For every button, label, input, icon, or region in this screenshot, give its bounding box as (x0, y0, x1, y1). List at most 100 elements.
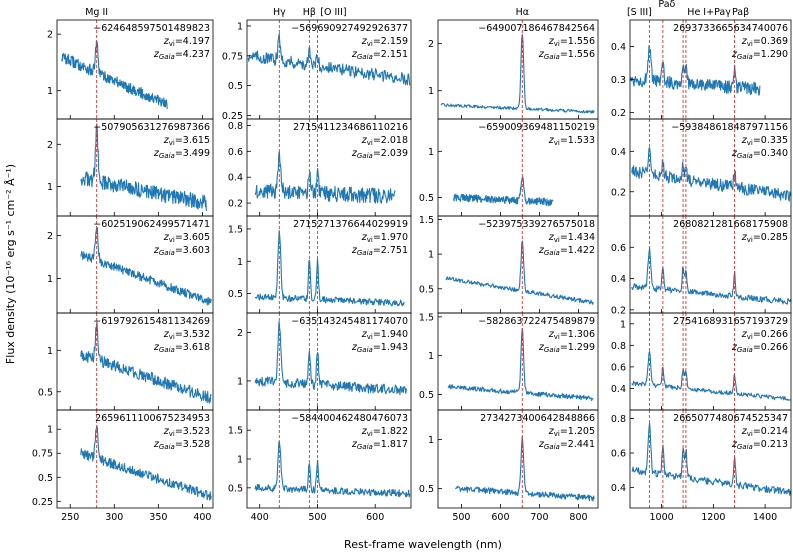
z-vi-c2-r4: zvi=1.205 (548, 426, 595, 438)
spectrum-c0-r1 (80, 123, 208, 212)
ytick-label-c0-r3-0: 0.5 (38, 387, 53, 398)
z-gaia-c0-r3: zGaia=3.618 (153, 342, 210, 354)
z-vi-c2-r3: zvi=1.306 (548, 329, 595, 341)
z-vi-c3-r4: zvi=0.214 (741, 426, 788, 438)
spectrum-c1-r2 (254, 230, 405, 307)
ytick-label-c2-r3-0: 0.5 (419, 390, 434, 401)
panel-frame-c2-r4 (437, 409, 599, 509)
panel-frame-c0-r4 (56, 409, 214, 509)
spectrum-c0-r3 (80, 321, 212, 404)
ytick-label-c1-r4-0: 0.5 (228, 483, 243, 494)
panel-frame-c3-r1 (629, 118, 792, 217)
ytick-label-c1-r3-1: 2 (237, 328, 243, 339)
spectrum-c2-r2 (445, 240, 594, 305)
z-gaia-c3-r1: zGaia=0.340 (731, 148, 788, 160)
z-vi-c3-r2: zvi=0.285 (741, 232, 788, 244)
ytick-label-c3-r3-2: 0.8 (611, 341, 626, 352)
y-axis-label: Flux density (10⁻¹⁶ erg s⁻¹ cm⁻² Å⁻¹) (4, 164, 17, 364)
xtick-label-c1-2: 600 (366, 512, 384, 523)
object-id-c0-r1: −507905631276987366 (93, 122, 210, 133)
object-id-c0-r2: −602519062499571471 (93, 219, 210, 230)
ytick-label-c3-r4-1: 0.6 (611, 448, 626, 459)
ytick-label-c1-r4-2: 1.5 (228, 426, 243, 437)
spectrum-c0-r0 (61, 40, 168, 109)
ytick-label-c0-r1-0: 1 (47, 182, 53, 193)
object-id-c3-r3: 2754168931657193729 (673, 316, 788, 327)
line-name-c3-2: He I+Paγ (687, 7, 731, 18)
ytick-label-c3-r0-2: 0.4 (611, 42, 626, 53)
ytick-label-c3-r0-0: 0.2 (611, 108, 626, 119)
spectrum-c2-r1 (453, 176, 554, 207)
ytick-label-c3-r1-0: 0.2 (611, 187, 626, 198)
spectrum-c3-r3 (631, 351, 792, 401)
spectrum-c3-r4 (631, 422, 792, 496)
panel-frame-c3-r4 (629, 409, 792, 509)
ytick-label-c2-r2-1: 1 (428, 250, 434, 261)
z-gaia-c1-r2: zGaia=2.751 (351, 245, 408, 257)
z-gaia-c2-r4: zGaia=2.441 (538, 439, 595, 451)
z-vi-c2-r2: zvi=1.434 (548, 232, 595, 244)
object-id-c1-r1: 2715411234686110216 (293, 122, 408, 133)
line-name-c0-0: Mg II (85, 7, 108, 18)
z-vi-c0-r1: zvi=3.615 (163, 135, 210, 147)
z-vi-c3-r3: zvi=0.266 (741, 329, 788, 341)
z-vi-c0-r4: zvi=3.523 (163, 426, 210, 438)
object-id-c1-r4: −584400462480476073 (291, 413, 408, 424)
ytick-label-c0-r4-2: 0.75 (32, 449, 53, 460)
z-gaia-c1-r0: zGaia=2.151 (351, 49, 408, 61)
ytick-label-c2-r3-2: 1.5 (419, 312, 434, 323)
z-vi-c2-r1: zvi=1.533 (548, 135, 595, 147)
xtick-label-c3-1: 1200 (701, 512, 725, 523)
object-id-c0-r3: −619792615481134269 (93, 316, 210, 327)
ytick-label-c2-r1-1: 1 (428, 147, 434, 158)
ytick-label-c0-r4-0: 0.25 (32, 497, 53, 508)
z-vi-c0-r2: zvi=3.605 (163, 232, 210, 244)
xtick-label-c0-0: 250 (61, 512, 79, 523)
object-id-c2-r0: −649007186467842564 (478, 23, 595, 34)
z-gaia-c0-r2: zGaia=3.603 (153, 245, 210, 257)
object-id-c2-r3: −582863722475489879 (478, 316, 595, 327)
ytick-label-c0-r1-1: 2 (47, 140, 53, 151)
z-vi-c1-r2: zvi=1.970 (361, 232, 408, 244)
z-gaia-c1-r4: zGaia=1.817 (351, 439, 408, 451)
line-name-c2-0: Hα (516, 7, 529, 18)
object-id-c3-r0: 2693733665634740076 (673, 23, 788, 34)
xtick-label-c3-2: 1400 (753, 512, 777, 523)
object-id-c3-r4: 2665077480674525347 (673, 413, 788, 424)
panel-frame-c2-r3 (437, 312, 599, 411)
ytick-label-c3-r2-1: 0.4 (611, 274, 626, 285)
object-id-c1-r2: 2715271376644029919 (293, 219, 408, 230)
z-vi-c2-r0: zvi=1.556 (548, 36, 595, 48)
z-vi-c1-r1: zvi=2.018 (361, 135, 408, 147)
ytick-label-c3-r3-3: 1 (620, 319, 626, 330)
ytick-label-c2-r2-0: 0.5 (419, 284, 434, 295)
ytick-label-c1-r1-3: 0.8 (228, 121, 243, 132)
ytick-label-c2-r2-2: 1.5 (419, 215, 434, 226)
object-id-c2-r1: −659009369481150219 (478, 122, 595, 133)
ytick-label-c1-r0-3: 1 (237, 21, 243, 32)
xtick-label-c2-2: 700 (530, 512, 548, 523)
z-gaia-c2-r2: zGaia=1.422 (538, 245, 595, 257)
ytick-label-c1-r1-1: 0.4 (228, 173, 243, 184)
object-id-c0-r0: −624648597501489823 (93, 23, 210, 34)
z-gaia-c1-r3: zGaia=1.943 (351, 342, 408, 354)
ytick-label-c0-r3-1: 1 (47, 346, 53, 357)
z-gaia-c3-r0: zGaia=1.290 (731, 49, 788, 61)
xtick-label-c1-1: 500 (308, 512, 326, 523)
z-vi-c3-r1: zvi=0.335 (741, 135, 788, 147)
ytick-label-c1-r2-2: 1.5 (228, 224, 243, 235)
ytick-label-c1-r2-1: 1 (237, 257, 243, 268)
ytick-label-c1-r4-1: 1 (237, 455, 243, 466)
ytick-label-c1-r1-2: 0.6 (228, 147, 243, 158)
z-vi-c0-r3: zvi=3.532 (163, 329, 210, 341)
ytick-label-c1-r3-0: 1 (237, 376, 243, 387)
object-id-c0-r4: 2659611100675234953 (95, 413, 210, 424)
x-axis-label: Rest-frame wavelength (nm) (344, 538, 502, 551)
line-name-c1-1: Hβ (303, 7, 316, 18)
line-name-c1-0: Hγ (273, 7, 286, 18)
ytick-label-c3-r3-0: 0.4 (611, 384, 626, 395)
ytick-label-c3-r2-0: 0.2 (611, 305, 626, 316)
xtick-label-c0-2: 350 (149, 512, 167, 523)
panel-frame-c3-r0 (629, 19, 792, 120)
